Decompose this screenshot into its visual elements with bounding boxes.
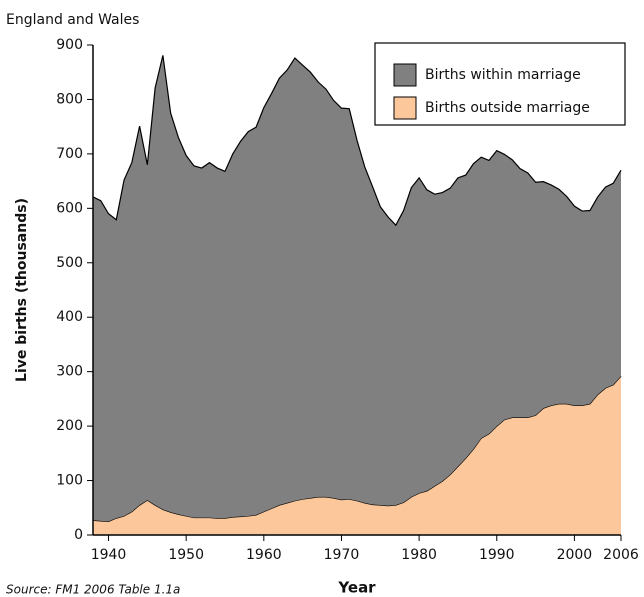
y-tick-label: 500	[56, 255, 83, 271]
subtitle: England and Wales	[6, 12, 139, 28]
x-tick-label: 1950	[168, 547, 204, 563]
legend-label: Births within marriage	[425, 67, 581, 83]
y-tick-label: 400	[56, 309, 83, 325]
y-tick-label: 800	[56, 91, 83, 107]
y-tick-label: 700	[56, 146, 83, 162]
x-tick-label: 1980	[401, 547, 437, 563]
y-tick-label: 0	[74, 527, 83, 543]
x-tick-label: 1960	[246, 547, 282, 563]
y-tick-label: 200	[56, 418, 83, 434]
x-tick-label: 1990	[479, 547, 515, 563]
x-axis-label: Year	[337, 579, 376, 597]
area	[93, 376, 621, 535]
y-tick-label: 600	[56, 200, 83, 216]
x-tick-label: 1940	[91, 547, 127, 563]
x-tick-label: 2006	[603, 547, 639, 563]
source: Source: FM1 2006 Table 1.1a	[6, 583, 180, 597]
y-axis-label: Live births (thousands)	[14, 198, 30, 382]
legend-swatch	[393, 63, 417, 87]
legend-label: Births outside marriage	[425, 100, 590, 116]
area-edge	[92, 55, 622, 227]
y-tick-label: 100	[56, 473, 83, 489]
x-tick-label: 2000	[557, 547, 593, 563]
y-tick-label: 300	[56, 364, 83, 380]
legend-box	[374, 42, 626, 126]
y-tick-label: 900	[56, 37, 83, 53]
legend-swatch	[393, 96, 417, 120]
x-tick-label: 1970	[324, 547, 360, 563]
